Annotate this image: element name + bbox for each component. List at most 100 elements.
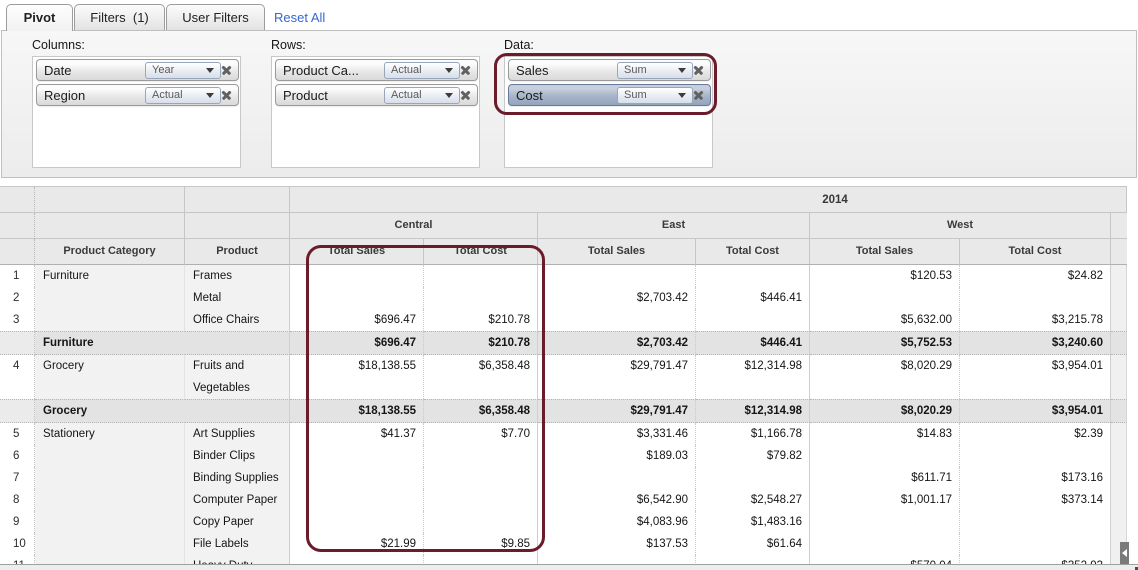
category-cell [35,555,185,564]
column-header-product[interactable]: Product [185,239,290,265]
corner-cell [185,213,290,239]
value-cell: $2.39 [960,423,1111,445]
corner-cell [35,187,185,213]
value-cell: $3,240.60 [960,331,1111,355]
value-cell: $173.16 [960,467,1111,489]
value-cell [424,265,538,287]
remove-field-button[interactable] [219,88,234,103]
field-chip-cost[interactable]: Cost Sum [508,84,711,106]
total-row[interactable]: Furniture $696.47 $210.78 $2,703.42 $446.41 $… [0,331,1127,355]
measure-header[interactable]: Total Sales [290,239,424,265]
field-label: Product [283,88,328,103]
field-chip-sales[interactable]: Sales Sum [508,59,711,81]
value-cell: $696.47 [290,309,424,331]
reset-all-link[interactable]: Reset All [274,10,326,25]
total-row[interactable]: Grocery $18,138.55 $6,358.48 $29,791.47 $12,… [0,399,1127,423]
partial-column-cell [1111,423,1127,445]
pivot-grid: 2014 Central E [0,186,1127,564]
category-cell [35,309,185,331]
measure-header[interactable]: Total Sales [810,239,960,265]
aggregation-dropdown[interactable]: Actual [384,87,460,104]
table-row[interactable]: 8 Computer Paper $6,542.90 $2,548.27 $1,001.… [0,489,1127,511]
group-header-west[interactable]: West [810,213,1111,239]
horizontal-scrollbar-track[interactable] [0,564,1138,570]
table-row[interactable]: 7 Binding Supplies $611.71 $173.16 [0,467,1127,489]
value-cell [810,287,960,309]
measure-header[interactable]: Total Sales [538,239,696,265]
value-cell [424,287,538,309]
aggregation-dropdown[interactable]: Actual [145,87,221,104]
row-number-cell: 11 [0,555,35,564]
table-row[interactable]: 2 Metal $2,703.42 $446.41 [0,287,1127,309]
row-number-cell: 5 [0,423,35,445]
table-row[interactable]: 6 Binder Clips $189.03 $79.82 [0,445,1127,467]
rows-drop-area[interactable]: Product Ca... Actual Product Actual [271,56,480,168]
remove-field-button[interactable] [458,63,473,78]
product-cell: Fruits and Vegetables [185,355,290,399]
value-cell: $373.14 [960,489,1111,511]
corner-cell [0,187,35,213]
field-label: Sales [516,63,549,78]
field-chip-product[interactable]: Product Actual [275,84,478,106]
product-cell: Art Supplies [185,423,290,445]
group-header-central[interactable]: Central [290,213,538,239]
value-cell: $41.37 [290,423,424,445]
table-row[interactable]: 10 File Labels $21.99 $9.85 $137.53 $61.64 [0,533,1127,555]
value-cell: $3,954.01 [960,399,1111,423]
aggregation-dropdown[interactable]: Year [145,62,221,79]
field-chip-product-category[interactable]: Product Ca... Actual [275,59,478,81]
column-header-product-category[interactable]: Product Category [35,239,185,265]
value-cell [538,265,696,287]
scroll-left-button[interactable] [1120,542,1129,564]
value-cell: $2,548.27 [696,489,810,511]
year-header-cell[interactable] [290,187,1127,213]
group-header-east[interactable]: East [538,213,810,239]
aggregation-dropdown[interactable]: Actual [384,62,460,79]
tab-pivot[interactable]: Pivot [6,4,73,31]
value-cell [290,489,424,511]
aggregation-dropdown[interactable]: Sum [617,62,693,79]
category-cell: Stationery [35,423,185,445]
measure-header[interactable]: Total Cost [960,239,1111,265]
measure-header[interactable]: Total Cost [696,239,810,265]
value-cell: $446.41 [696,331,810,355]
value-cell [424,555,538,564]
value-cell [424,511,538,533]
tab-user-filters[interactable]: User Filters [166,4,265,30]
remove-field-button[interactable] [458,88,473,103]
field-chip-date[interactable]: Date Year [36,59,239,81]
value-cell: $29,791.47 [538,399,696,423]
value-cell: $1,166.78 [696,423,810,445]
columns-drop-area[interactable]: Date Year Region Actual [32,56,241,168]
category-cell [35,511,185,533]
value-cell [290,511,424,533]
tab-filters[interactable]: Filters (1) [74,4,165,30]
table-row[interactable]: 11 Heavy Duty $570.04$352.93 [0,555,1127,564]
table-row[interactable]: 4 Grocery Fruits and Vegetables $18,138.55 $… [0,355,1127,399]
remove-field-button[interactable] [219,63,234,78]
category-cell [35,489,185,511]
row-number-cell: 4 [0,355,35,399]
value-cell: $1,483.16 [696,511,810,533]
remove-field-button[interactable] [691,88,706,103]
field-label: Region [44,88,86,103]
value-cell [290,445,424,467]
category-cell [35,467,185,489]
remove-field-button[interactable] [691,63,706,78]
measure-header[interactable]: Total Cost [424,239,538,265]
value-cell: $120.53 [810,265,960,287]
value-cell: $61.64 [696,533,810,555]
field-chip-region[interactable]: Region Actual [36,84,239,106]
value-cell: $18,138.55 [290,399,424,423]
table-row[interactable]: 5 Stationery Art Supplies $41.37 $7.70 $3,331… [0,423,1127,445]
value-cell: $18,138.55 [290,355,424,399]
product-cell: Heavy Duty [185,555,290,564]
aggregation-value: Sum [624,89,647,101]
value-cell: $3,331.46 [538,423,696,445]
table-row[interactable]: 9 Copy Paper $4,083.96 $1,483.16 [0,511,1127,533]
table-row[interactable]: 3 Office Chairs $696.47 $210.78 $5,632.00 $3,… [0,309,1127,331]
aggregation-dropdown[interactable]: Sum [617,87,693,104]
data-drop-area[interactable]: Sales Sum Cost Sum [504,56,713,168]
table-row[interactable]: 1 Furniture Frames $120.53 $24.82 [0,265,1127,287]
